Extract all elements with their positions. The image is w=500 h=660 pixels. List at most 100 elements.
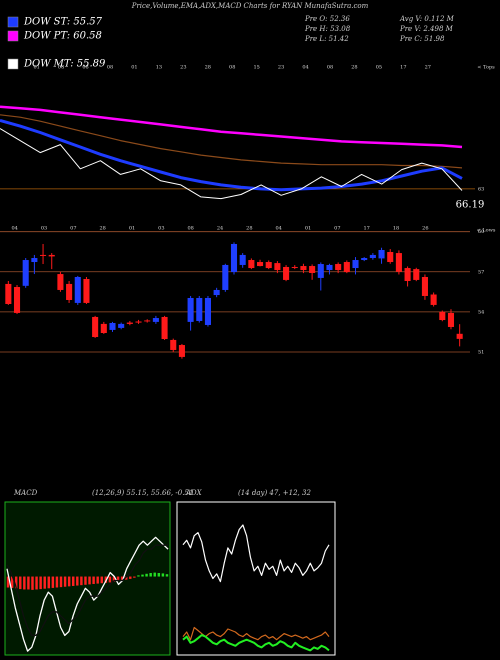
histogram-bar bbox=[35, 576, 38, 590]
x-tick-label: 08 bbox=[229, 65, 235, 71]
candle-body bbox=[248, 260, 255, 269]
price-stat: Pre O: 52.36 bbox=[304, 15, 350, 23]
series-line bbox=[182, 524, 330, 583]
candle-body bbox=[109, 322, 116, 330]
x-tick-label: 08 bbox=[107, 65, 113, 71]
candle-body bbox=[13, 287, 21, 313]
x-tick-label: 04 bbox=[275, 226, 281, 232]
histogram-bar bbox=[145, 573, 148, 577]
histogram-bar bbox=[129, 576, 132, 579]
series-line bbox=[6, 544, 168, 637]
histogram-bar bbox=[96, 576, 99, 584]
x-tick-label: 01 bbox=[305, 226, 311, 232]
candle-body bbox=[74, 276, 81, 303]
series-line bbox=[182, 626, 330, 641]
candle-body bbox=[118, 323, 125, 328]
histogram-bar bbox=[27, 576, 30, 590]
candle-body bbox=[274, 263, 281, 271]
candle-body bbox=[387, 252, 394, 263]
panel-title: ADX bbox=[185, 489, 203, 497]
candle-body bbox=[152, 318, 159, 322]
candle-body bbox=[378, 249, 385, 259]
x-tick-label: 08 bbox=[58, 65, 64, 71]
candle-body bbox=[222, 264, 229, 290]
x-tick-label: 04 bbox=[302, 65, 308, 71]
candle-body bbox=[413, 269, 420, 280]
candle-body bbox=[257, 262, 264, 267]
x-tick-label: 28 bbox=[351, 65, 357, 71]
candle-body bbox=[300, 266, 307, 271]
histogram-bar bbox=[43, 576, 46, 589]
price-stat: Pre V: 2.498 M bbox=[399, 25, 454, 33]
histogram-bar bbox=[80, 576, 83, 586]
y-tick-label: 57 bbox=[478, 269, 484, 275]
panel-frame bbox=[176, 501, 336, 656]
x-tick-label: 07 bbox=[334, 226, 340, 232]
histogram-bar bbox=[19, 576, 22, 590]
histogram-bar bbox=[112, 576, 116, 582]
y-tick-label: 54 bbox=[478, 309, 484, 315]
histogram-bar bbox=[59, 576, 63, 588]
x-tick-label: 28 bbox=[99, 226, 105, 232]
candle-body bbox=[161, 316, 168, 340]
candle-body bbox=[178, 345, 185, 357]
series-line bbox=[0, 128, 463, 200]
histogram-bar bbox=[31, 576, 34, 590]
candle-body bbox=[66, 283, 73, 300]
candle-body bbox=[83, 279, 90, 303]
candle-body bbox=[361, 258, 368, 261]
panel-subtitle: (14 day) 47, +12, 32 bbox=[238, 489, 311, 497]
candle-body bbox=[317, 264, 324, 278]
candle-body bbox=[456, 333, 463, 339]
x-tick-label: 05 bbox=[376, 65, 382, 71]
candle-body bbox=[135, 321, 142, 323]
histogram-bar bbox=[120, 576, 124, 581]
x-tick-label: 27 bbox=[425, 65, 431, 71]
y-tick-label: 60 bbox=[478, 229, 484, 235]
histogram-bar bbox=[55, 576, 59, 588]
histogram-bar bbox=[100, 576, 103, 584]
candle-body bbox=[395, 253, 402, 272]
candle-body bbox=[40, 254, 47, 256]
candle-body bbox=[5, 283, 12, 304]
histogram-bar bbox=[161, 573, 165, 577]
legend-label: DOW ST: 55.57 bbox=[23, 17, 103, 28]
histogram-bar bbox=[51, 576, 55, 588]
legend-label: DOW PT: 60.58 bbox=[23, 31, 102, 42]
price-stat: Pre H: 53.08 bbox=[304, 25, 351, 33]
candle-body bbox=[196, 297, 203, 321]
candle-body bbox=[239, 254, 246, 265]
price-stat: Avg V: 0.112 M bbox=[399, 15, 455, 23]
histogram-bar bbox=[39, 576, 42, 590]
legend-label: DOW MT: 55.89 bbox=[23, 59, 106, 70]
x-tick-label: 23 bbox=[180, 65, 186, 71]
histogram-bar bbox=[153, 572, 156, 577]
histogram-bar bbox=[137, 575, 140, 577]
histogram-bar bbox=[92, 576, 95, 584]
histogram-bar bbox=[149, 573, 152, 577]
candle-body bbox=[343, 262, 350, 273]
histogram-bar bbox=[67, 576, 71, 587]
candle-body bbox=[230, 243, 238, 273]
last-value: 66.19 bbox=[456, 200, 485, 211]
legend-swatch bbox=[7, 30, 19, 42]
candle-body bbox=[92, 316, 99, 338]
x-tick-label: 01 bbox=[129, 226, 135, 232]
legend-swatch bbox=[7, 58, 19, 70]
annotation: < Tops bbox=[477, 65, 495, 71]
x-tick-label: 01 bbox=[33, 65, 39, 71]
histogram-bar bbox=[88, 576, 91, 585]
histogram-bar bbox=[165, 574, 169, 577]
candle-body bbox=[369, 254, 376, 259]
candle-body bbox=[213, 289, 220, 296]
page-title: Price,Volume,EMA,ADX,MACD Charts for RYA… bbox=[131, 2, 369, 10]
legend-swatch bbox=[7, 16, 19, 28]
candle-body bbox=[283, 266, 290, 280]
x-tick-label: 01 bbox=[131, 65, 137, 71]
candle-body bbox=[439, 311, 446, 321]
candle-body bbox=[447, 312, 455, 327]
x-tick-label: 03 bbox=[41, 226, 47, 232]
candle-body bbox=[170, 339, 177, 350]
x-tick-label: 08 bbox=[82, 65, 88, 71]
histogram-bar bbox=[72, 576, 75, 586]
